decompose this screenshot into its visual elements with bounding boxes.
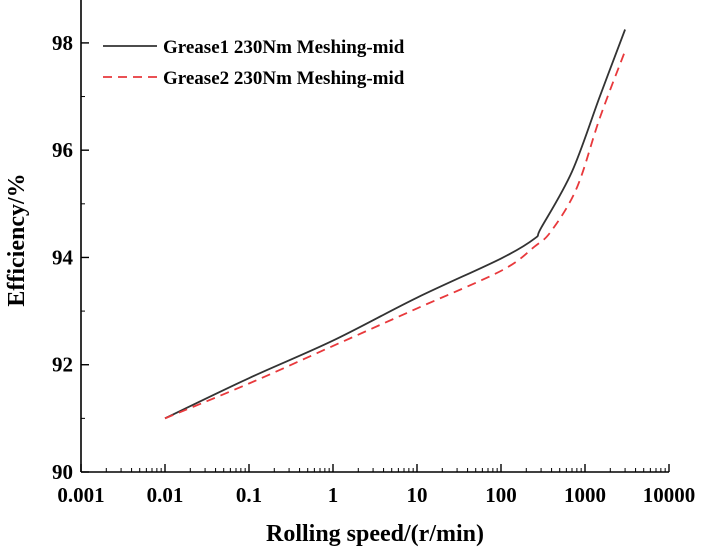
x-axis-title: Rolling speed/(r/min)	[266, 521, 484, 547]
x-tick-label: 1000	[564, 483, 606, 507]
axes: 0.001 0.01 0.1 1 10 100 1000 10000 90 92 94 96 98	[52, 0, 695, 507]
y-tick-label: 96	[52, 138, 73, 162]
series-line-2	[164, 50, 626, 420]
x-tick-label: 1	[328, 483, 339, 507]
y-tick-label: 98	[52, 31, 73, 55]
y-tick-label: 94	[52, 245, 74, 269]
y-tick-label: 90	[52, 460, 73, 484]
x-tick-label: 10	[407, 483, 428, 507]
plot-area	[164, 29, 626, 420]
y-axis-title: Efficiency/%	[4, 173, 30, 306]
series-line-1	[164, 29, 626, 420]
x-tick-label: 0.001	[57, 483, 104, 507]
x-tick-label: 100	[485, 483, 517, 507]
legend: Grease1 230Nm Meshing-mid Grease2 230Nm M…	[103, 37, 405, 89]
x-tick-label: 0.01	[147, 483, 184, 507]
x-tick-label: 0.1	[236, 483, 262, 507]
x-tick-label: 10000	[643, 483, 696, 507]
legend-label-2: Grease2 230Nm Meshing-mid	[163, 68, 405, 89]
y-tick-label: 92	[52, 353, 73, 377]
legend-label-1: Grease1 230Nm Meshing-mid	[163, 37, 405, 58]
